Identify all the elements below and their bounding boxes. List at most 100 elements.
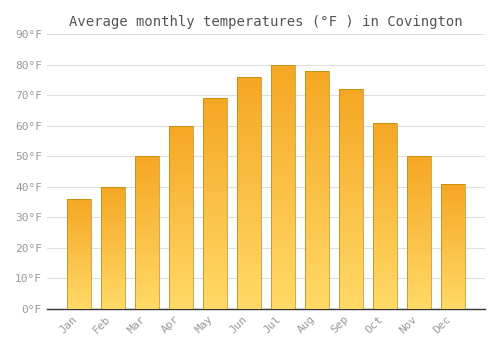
Bar [67,301,90,302]
Bar [169,274,192,276]
Bar [169,267,192,268]
Bar [305,188,329,190]
Bar [305,280,329,282]
Bar [407,156,431,309]
Bar [407,232,431,234]
Bar [305,271,329,273]
Bar [135,182,158,184]
Bar [271,82,295,84]
Bar [203,168,227,170]
Bar [407,197,431,199]
Bar [407,289,431,290]
Bar [237,93,261,96]
Bar [271,296,295,299]
Bar [407,303,431,304]
Bar [203,199,227,202]
Bar [203,140,227,142]
Bar [442,210,465,211]
Bar [271,121,295,123]
Bar [339,120,363,122]
Bar [339,293,363,296]
Bar [67,258,90,259]
Bar [237,239,261,241]
Bar [407,196,431,197]
Bar [339,267,363,269]
Bar [169,223,192,225]
Bar [442,290,465,291]
Bar [407,280,431,281]
Bar [442,194,465,195]
Bar [169,135,192,137]
Bar [237,144,261,147]
Bar [135,175,158,176]
Bar [271,238,295,240]
Bar [442,259,465,260]
Bar [339,111,363,113]
Bar [407,246,431,248]
Bar [101,305,124,306]
Bar [67,224,90,225]
Bar [169,161,192,162]
Bar [305,211,329,214]
Bar [271,162,295,165]
Bar [442,243,465,244]
Bar [135,304,158,306]
Bar [407,252,431,254]
Bar [305,221,329,223]
Bar [203,281,227,284]
Bar [169,303,192,305]
Bar [237,288,261,290]
Bar [203,98,227,100]
Bar [135,254,158,256]
Bar [67,280,90,281]
Bar [203,235,227,237]
Bar [101,283,124,284]
Bar [203,227,227,229]
Bar [373,232,397,234]
Bar [67,298,90,299]
Bar [169,217,192,219]
Bar [135,211,158,213]
Bar [442,255,465,256]
Bar [407,208,431,210]
Bar [237,218,261,221]
Bar [373,186,397,188]
Bar [135,197,158,199]
Bar [442,235,465,236]
Bar [305,264,329,266]
Bar [135,213,158,214]
Bar [203,107,227,109]
Bar [169,192,192,194]
Bar [373,301,397,303]
Bar [271,221,295,223]
Bar [169,246,192,248]
Bar [67,247,90,248]
Bar [135,228,158,230]
Bar [305,285,329,287]
Bar [271,102,295,104]
Bar [67,199,90,200]
Bar [373,240,397,242]
Bar [271,294,295,296]
Bar [203,254,227,256]
Bar [373,262,397,264]
Bar [237,103,261,105]
Bar [271,192,295,194]
Bar [271,77,295,79]
Bar [271,287,295,289]
Bar [442,278,465,279]
Bar [135,261,158,263]
Bar [305,261,329,264]
Bar [442,238,465,239]
Bar [135,196,158,197]
Bar [407,161,431,162]
Bar [407,301,431,303]
Bar [442,267,465,269]
Bar [135,296,158,298]
Bar [271,304,295,306]
Bar [67,253,90,254]
Bar [373,123,397,309]
Bar [135,206,158,208]
Bar [101,260,124,261]
Bar [203,161,227,163]
